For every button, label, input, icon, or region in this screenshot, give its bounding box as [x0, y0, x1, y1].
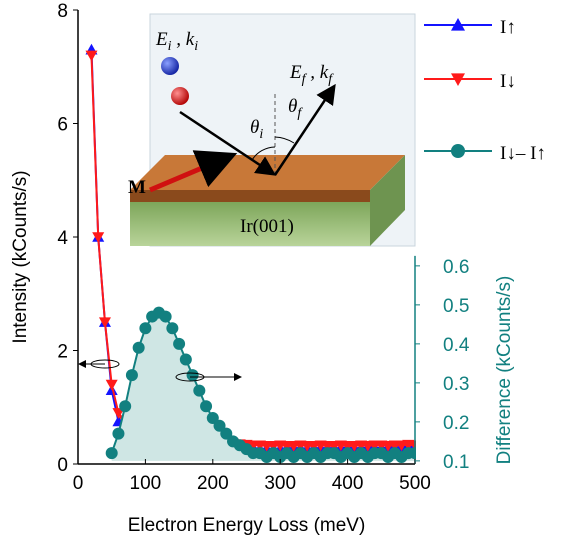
marker: [126, 369, 138, 381]
inset-label-part: i: [194, 39, 198, 54]
y2-tick-label: 0.3: [443, 374, 469, 395]
inset-label: Ir(001): [240, 216, 294, 237]
marker: [112, 428, 124, 440]
y2-tick-label: 0.6: [443, 257, 469, 278]
inset-label: M: [128, 177, 146, 198]
marker: [106, 447, 118, 459]
marker: [451, 144, 465, 158]
y2-tick-label: 0.2: [443, 413, 469, 434]
y-tick-label: 4: [57, 228, 68, 249]
legend-label: I↓– I↑: [500, 143, 546, 164]
y2-axis-label: Difference (kCounts/s): [494, 276, 515, 465]
marker: [193, 385, 205, 397]
marker: [119, 400, 131, 412]
inset-label-part: E: [155, 29, 168, 50]
inset-label-part: θ: [250, 117, 259, 138]
inset-label-part: E: [289, 62, 302, 83]
marker: [160, 311, 172, 323]
inset-label-part: θ: [288, 96, 297, 117]
inset-label-part: i: [259, 127, 263, 142]
x-tick-label: 100: [130, 473, 162, 494]
y-axis-label: Intensity (kCounts/s): [10, 170, 31, 343]
x-tick-label: 200: [197, 473, 229, 494]
y-tick-label: 8: [57, 1, 68, 22]
x-axis-label: Electron Energy Loss (meV): [128, 515, 366, 536]
marker: [180, 353, 192, 365]
x-tick-label: 400: [332, 473, 364, 494]
marker: [133, 342, 145, 354]
y-tick-label: 6: [57, 115, 68, 136]
inset-label-part: Ir(001): [240, 216, 294, 237]
marker: [187, 369, 199, 381]
y2-tick-label: 0.4: [443, 335, 470, 356]
y2-tick-label: 0.5: [443, 296, 469, 317]
y-tick-label: 0: [57, 455, 68, 476]
marker: [166, 322, 178, 334]
x-tick-label: 500: [399, 473, 431, 494]
chart: 0 100 200 300 400 500 0 2 4 6 8 0.1 0.2 0.3 0.4 0.5 0.6 E…: [0, 0, 577, 542]
y2-tick-label: 0.1: [443, 452, 469, 473]
x-tick-label: 300: [264, 473, 296, 494]
marker: [139, 322, 151, 334]
marker: [173, 338, 185, 350]
y-tick-label: 2: [57, 342, 68, 363]
marker: [85, 51, 97, 62]
inset-label-part: , k: [306, 62, 329, 83]
inset-label-part: , k: [172, 29, 195, 50]
marker: [106, 380, 118, 391]
x-tick-label: 0: [73, 473, 84, 494]
area-fill: [112, 313, 415, 461]
marker: [200, 400, 212, 412]
legend-label: I↑: [500, 17, 516, 38]
legend-label: I↓: [500, 71, 516, 92]
inset-label-part: M: [128, 177, 146, 198]
